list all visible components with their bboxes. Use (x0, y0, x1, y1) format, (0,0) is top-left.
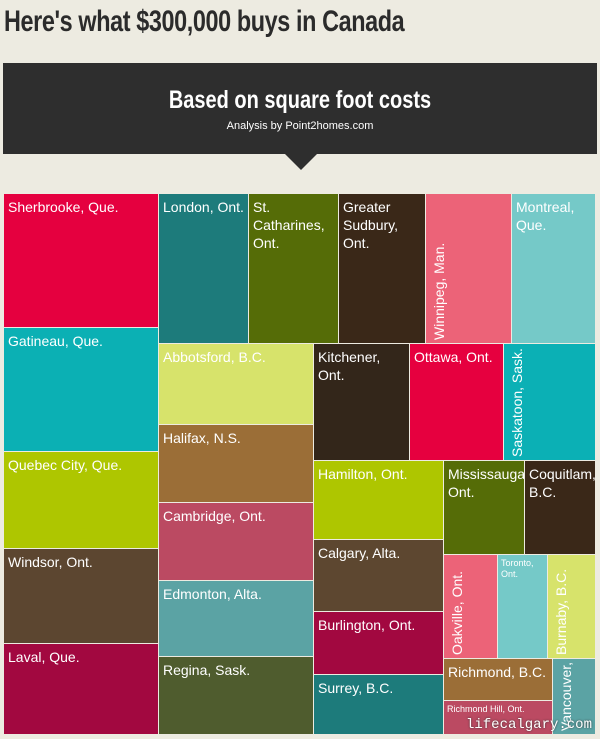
treemap-tile: Coquitlam, B.C. (525, 461, 596, 555)
treemap-tile-label: Cambridge, Ont. (163, 508, 266, 524)
treemap-tile: Gatineau, Que. (4, 328, 159, 452)
treemap-tile-label: Hamilton, Ont. (318, 466, 408, 482)
treemap-tile: Greater Sudbury, Ont. (339, 194, 426, 344)
treemap-tile: Laval, Que. (4, 644, 159, 735)
treemap-tile: Saskatoon, Sask. (504, 344, 596, 461)
treemap-tile-label: Surrey, B.C. (318, 680, 394, 696)
treemap-tile-label: Ottawa, Ont. (414, 349, 493, 365)
treemap-tile: Surrey, B.C. (314, 675, 444, 735)
treemap-tile: Richmond Hill, Ont. (444, 701, 553, 735)
treemap-tile-label: Winnipeg, Man. (431, 242, 447, 340)
treemap-tile-label: Kitchener, Ont. (318, 349, 381, 383)
treemap-tile-label: Abbotsford, B.C. (163, 349, 266, 365)
treemap-tile-label: Halifax, N.S. (163, 430, 241, 446)
treemap-tile: Edmonton, Alta. (159, 581, 314, 657)
page-title: Here's what $300,000 buys in Canada (4, 5, 405, 38)
treemap-tile: Calgary, Alta. (314, 540, 444, 612)
banner-title: Based on square foot costs (168, 86, 432, 114)
treemap-tile-label: Regina, Sask. (163, 662, 251, 678)
treemap-tile: Winnipeg, Man. (426, 194, 512, 344)
treemap-tile: St. Catharines, Ont. (249, 194, 339, 344)
treemap-tile-label: Windsor, Ont. (8, 554, 93, 570)
treemap-tile-label: Laval, Que. (8, 649, 80, 665)
treemap-tile-label: Mississauga, Ont. (448, 466, 525, 500)
watermark: lifecalgary.com (465, 717, 592, 733)
treemap-tile: Mississauga, Ont. (444, 461, 525, 555)
treemap-tile: Oakville, Ont. (444, 555, 498, 659)
treemap-tile-label: Richmond, B.C. (448, 664, 547, 680)
treemap-tile: Richmond, B.C. (444, 659, 553, 701)
treemap-tile: Halifax, N.S. (159, 425, 314, 503)
treemap-tile-label: Saskatoon, Sask. (509, 348, 525, 457)
treemap-tile-label: Burnaby, B.C. (553, 568, 569, 655)
treemap-tile: Kitchener, Ont. (314, 344, 410, 461)
treemap-tile: Toronto, Ont. (498, 555, 548, 659)
treemap-tile-label: London, Ont. (163, 199, 244, 215)
treemap-tile: Ottawa, Ont. (410, 344, 504, 461)
treemap-tile-label: Edmonton, Alta. (163, 586, 262, 602)
treemap-tile-label: Sherbrooke, Que. (8, 199, 119, 215)
treemap-tile-label: Oakville, Ont. (449, 570, 465, 655)
treemap-tile-label: Greater Sudbury, Ont. (343, 199, 398, 251)
treemap-tile: Quebec City, Que. (4, 452, 159, 549)
banner-pointer (285, 154, 317, 170)
banner-subtitle: Analysis by Point2homes.com (226, 120, 374, 132)
treemap-tile: Montreal, Que. (512, 194, 596, 344)
treemap-tile-label: Toronto, Ont. (501, 558, 534, 579)
treemap-tile-label: Coquitlam, B.C. (529, 466, 596, 500)
subtitle-banner: Based on square foot costs Analysis by P… (3, 63, 597, 154)
treemap-tile: Abbotsford, B.C. (159, 344, 314, 425)
treemap-tile-label: Burlington, Ont. (318, 617, 416, 633)
treemap-tile: Hamilton, Ont. (314, 461, 444, 540)
treemap-tile-label: Calgary, Alta. (318, 545, 401, 561)
treemap-tile: Regina, Sask. (159, 657, 314, 735)
treemap-tile: Cambridge, Ont. (159, 503, 314, 581)
treemap-tile: Burlington, Ont. (314, 612, 444, 675)
treemap-tile: Sherbrooke, Que. (4, 194, 159, 328)
treemap-tile-label: Gatineau, Que. (8, 333, 103, 349)
treemap-tile-label: Quebec City, Que. (8, 457, 123, 473)
treemap-tile-label: St. Catharines, Ont. (253, 199, 325, 251)
treemap-tile: Vancouver, B.C. (553, 659, 596, 735)
treemap-tile-label: Montreal, Que. (516, 199, 575, 233)
treemap-tile: Windsor, Ont. (4, 549, 159, 644)
treemap-tile: London, Ont. (159, 194, 249, 344)
treemap-tile: Burnaby, B.C. (548, 555, 596, 659)
treemap-tile-label: Richmond Hill, Ont. (447, 704, 525, 714)
